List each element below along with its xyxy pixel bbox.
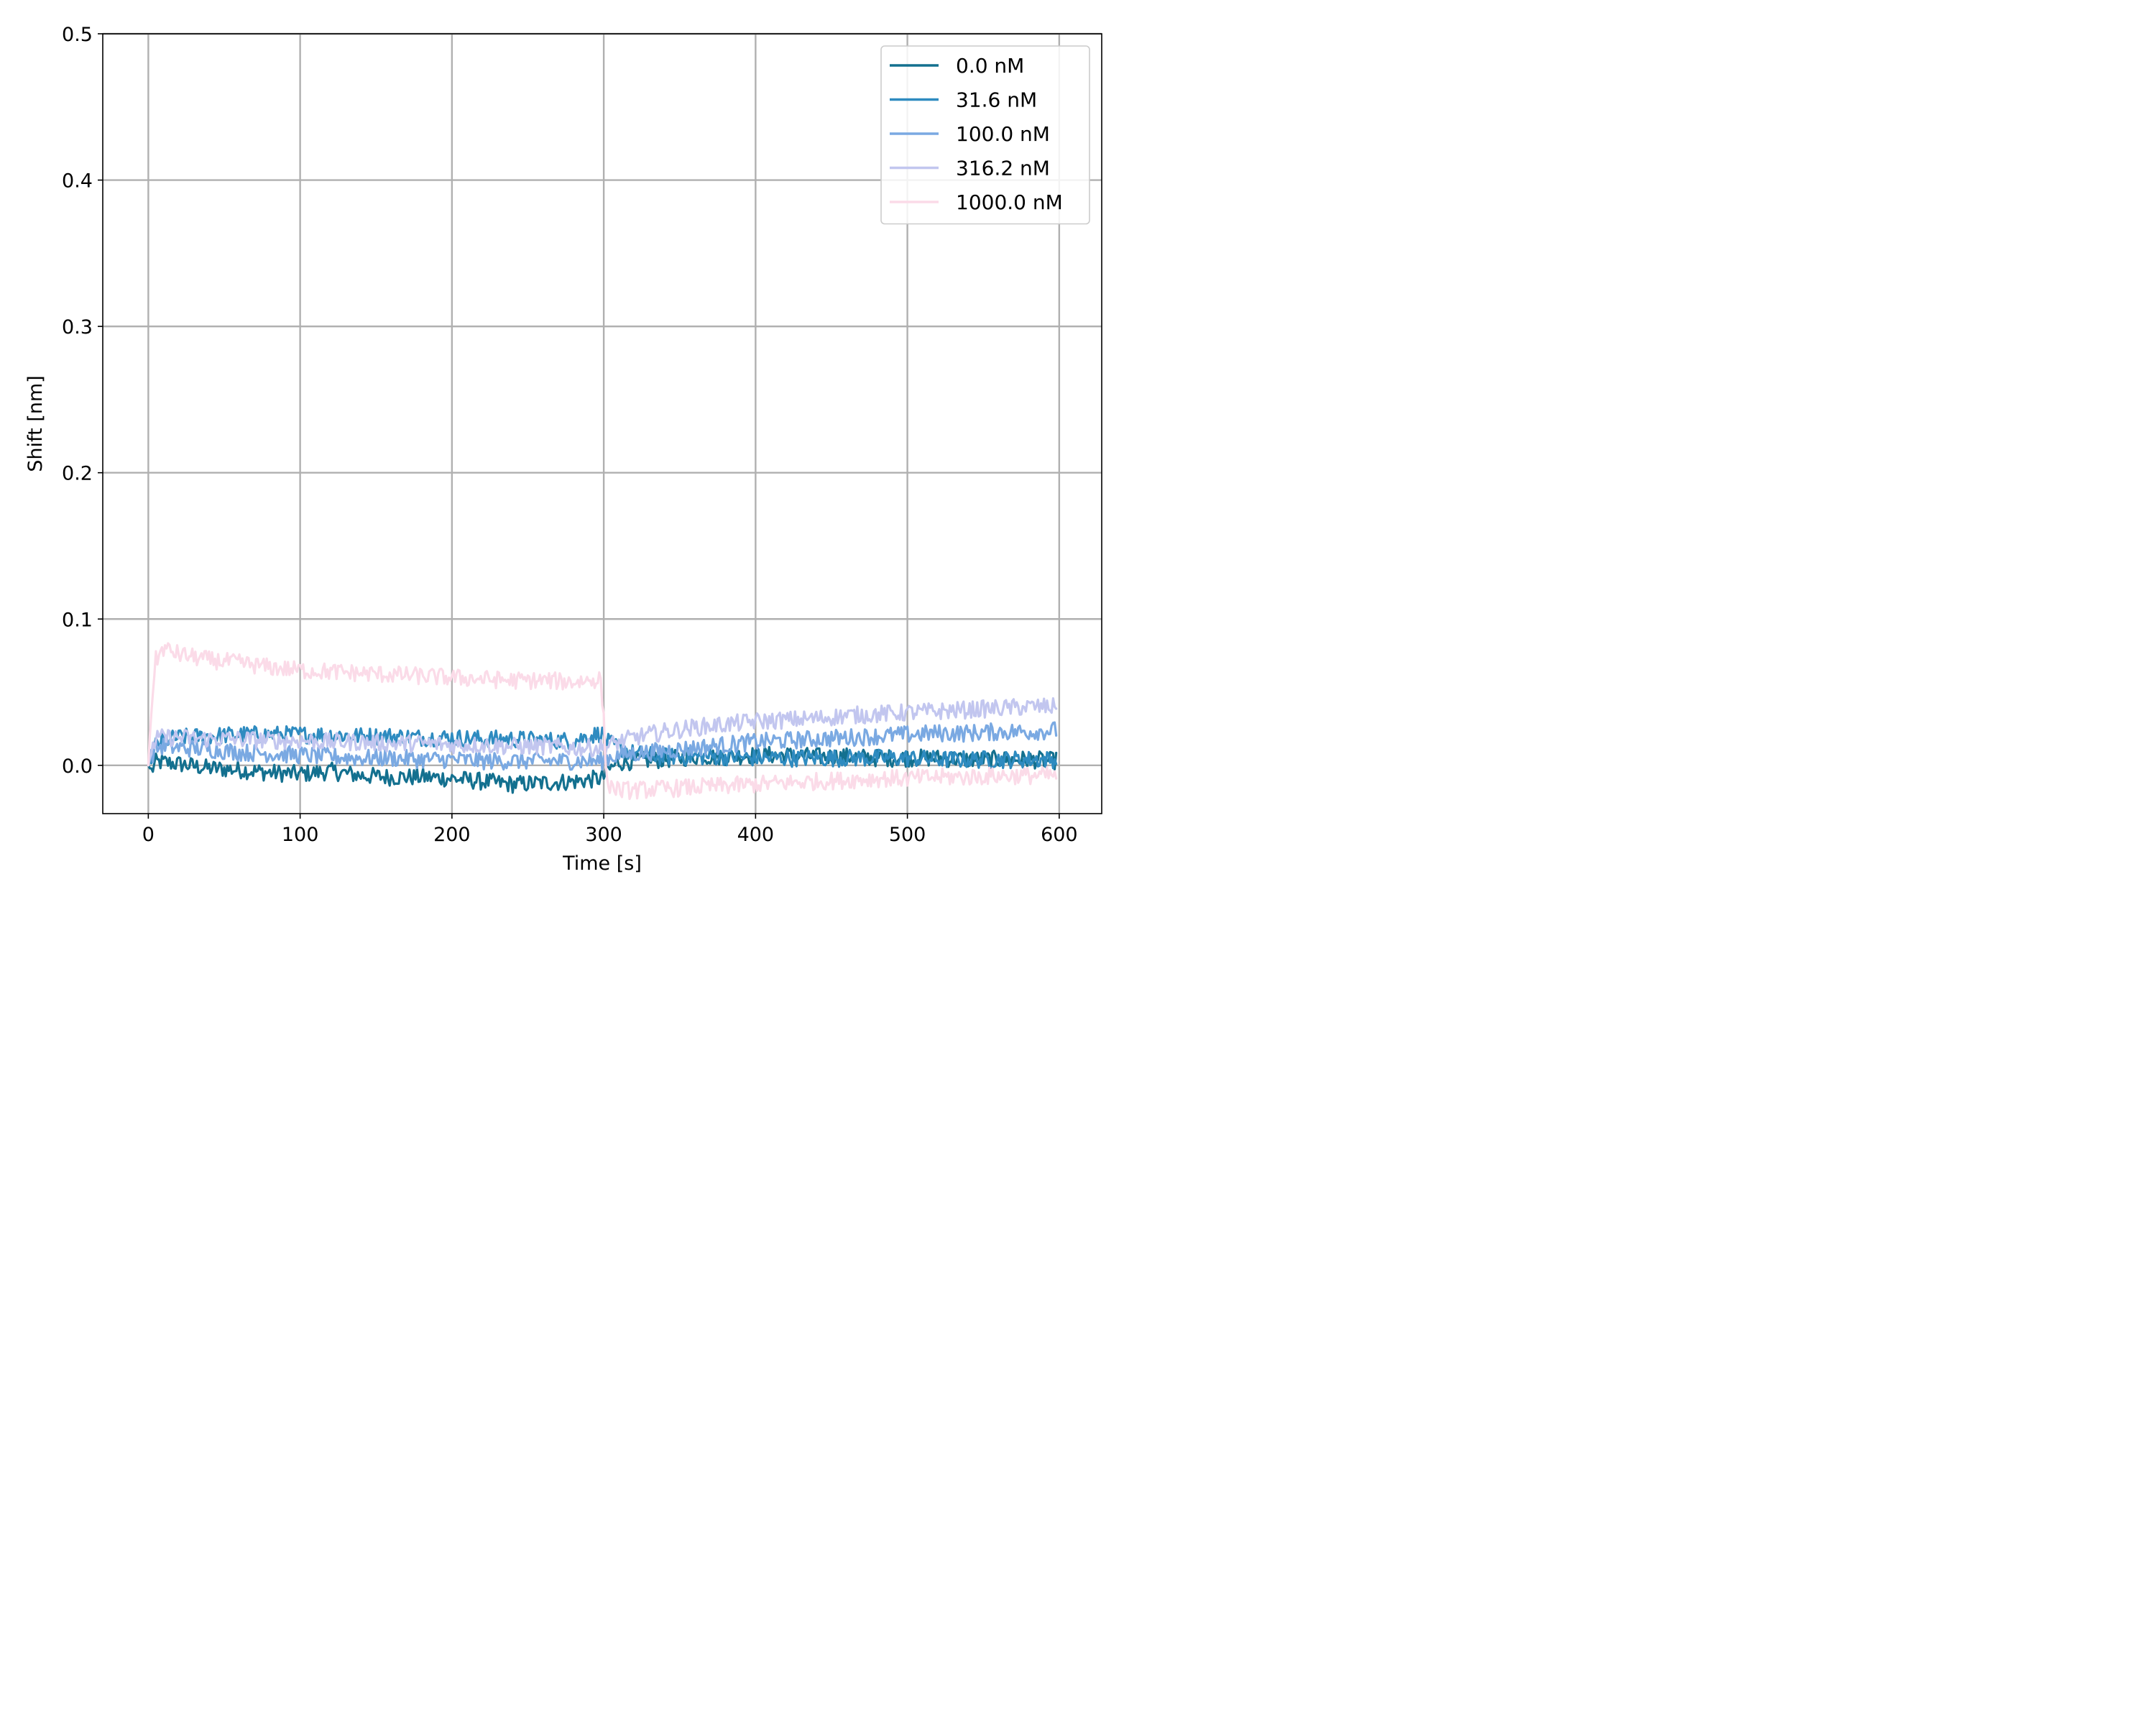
y-tick-label: 0.0 — [62, 755, 93, 778]
x-tick-label: 400 — [737, 824, 775, 846]
legend-label: 316.2 nM — [956, 157, 1050, 180]
series-line-2 — [147, 724, 1058, 770]
grid-lines — [103, 32, 1102, 814]
y-tick-label: 0.4 — [62, 170, 93, 193]
x-tick-label: 300 — [585, 824, 622, 846]
data-series — [147, 642, 1058, 801]
x-tick-label: 200 — [433, 824, 471, 846]
plot-frame — [102, 33, 1102, 814]
x-tick-label: 100 — [282, 824, 319, 846]
legend-label: 100.0 nM — [956, 122, 1050, 146]
series-line-3 — [147, 721, 1058, 771]
axis-ticks: 0 100 200 300 400 500 600 0.0 0.1 0.2 0.3 0.4 0.5 — [62, 24, 1078, 846]
y-tick-label: 0.1 — [62, 609, 93, 631]
series-line-4 — [147, 696, 1058, 767]
legend-box — [880, 45, 1090, 225]
x-axis-label: Time [s] — [562, 852, 642, 875]
x-tick-label: 600 — [1041, 824, 1078, 846]
x-tick-label: 0 — [142, 824, 155, 846]
legend-label: 31.6 nM — [956, 88, 1037, 112]
binding-kinetics-chart: 0 100 200 300 400 500 600 0.0 0.1 0.2 0.3 0.4 0.5 Ti… — [0, 0, 1123, 898]
legend-label: 1000.0 nM — [956, 190, 1063, 214]
y-tick-label: 0.5 — [62, 24, 93, 46]
legend-label: 0.0 nM — [956, 54, 1024, 78]
legend: 0.0 nM 31.6 nM 100.0 nM 316.2 nM 1000.0 nM — [880, 45, 1090, 225]
x-tick-label: 500 — [889, 824, 926, 846]
y-tick-label: 0.2 — [62, 463, 93, 485]
y-tick-label: 0.3 — [62, 316, 93, 339]
y-axis-label: Shift [nm] — [24, 375, 47, 472]
series-line-5 — [147, 642, 1058, 801]
